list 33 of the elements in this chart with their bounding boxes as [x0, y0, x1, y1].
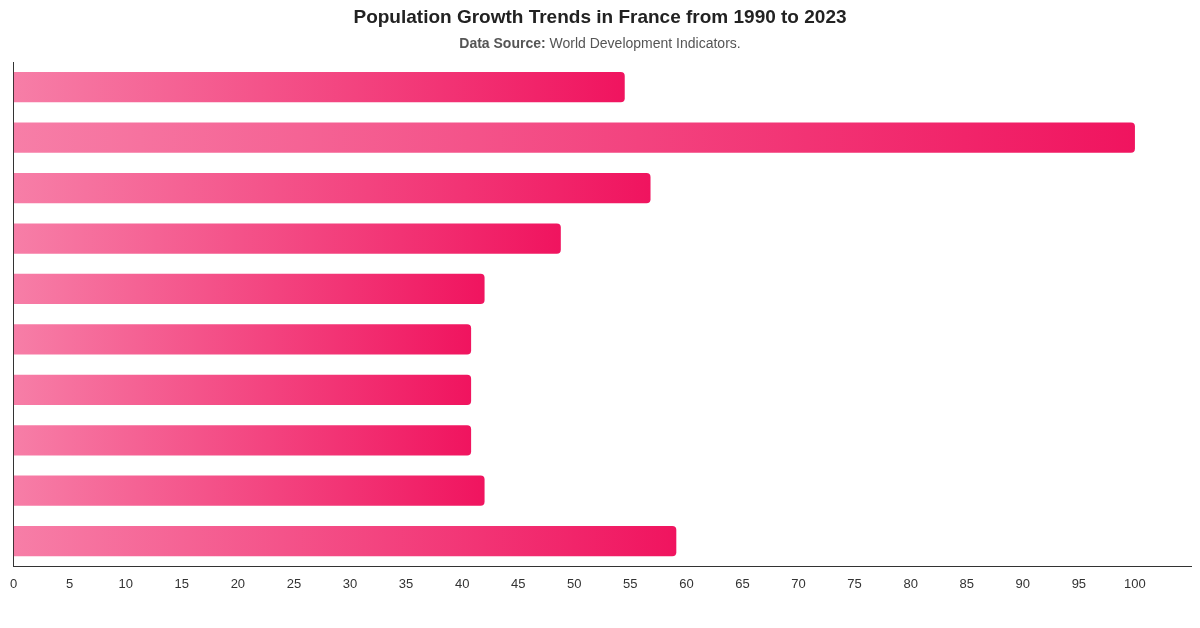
- x-tick-label: 0: [10, 575, 18, 591]
- x-tick-label: 95: [1071, 575, 1087, 591]
- chart-subtitle: Data Source: World Development Indicators.: [459, 35, 741, 51]
- x-tick-label: 100: [1124, 575, 1146, 591]
- x-tick-label: 75: [847, 575, 862, 591]
- bar: [13, 72, 625, 103]
- x-tick-label: 20: [230, 575, 246, 591]
- x-tick-label: 55: [623, 575, 638, 591]
- bar: [13, 324, 472, 355]
- bar: [13, 526, 677, 557]
- x-tick-label: 30: [342, 575, 358, 591]
- bar: [13, 475, 485, 506]
- bar: [13, 122, 1135, 153]
- bar: [13, 172, 651, 204]
- x-tick-label: 90: [1015, 575, 1031, 591]
- x-tick-label: 70: [791, 575, 806, 591]
- x-tick-label: 50: [567, 575, 582, 591]
- x-tick-label: 60: [679, 575, 694, 591]
- x-tick-label: 25: [286, 575, 302, 591]
- x-tick-label: 5: [66, 575, 74, 591]
- bar: [13, 273, 485, 305]
- x-tick-label: 85: [959, 575, 974, 591]
- bar: [13, 425, 472, 456]
- x-tick-label: 65: [735, 575, 750, 591]
- chart-title: Population Growth Trends in France from 1990 to 2023: [352, 6, 848, 28]
- x-tick-label: 35: [398, 575, 414, 591]
- x-tick-label: 40: [454, 575, 470, 591]
- x-tick-label: 80: [903, 575, 918, 591]
- x-tick-label: 10: [118, 575, 133, 591]
- bar: [13, 374, 472, 405]
- x-tick-label: 15: [174, 575, 190, 591]
- bar: [13, 223, 561, 254]
- x-tick-label: 45: [510, 575, 526, 591]
